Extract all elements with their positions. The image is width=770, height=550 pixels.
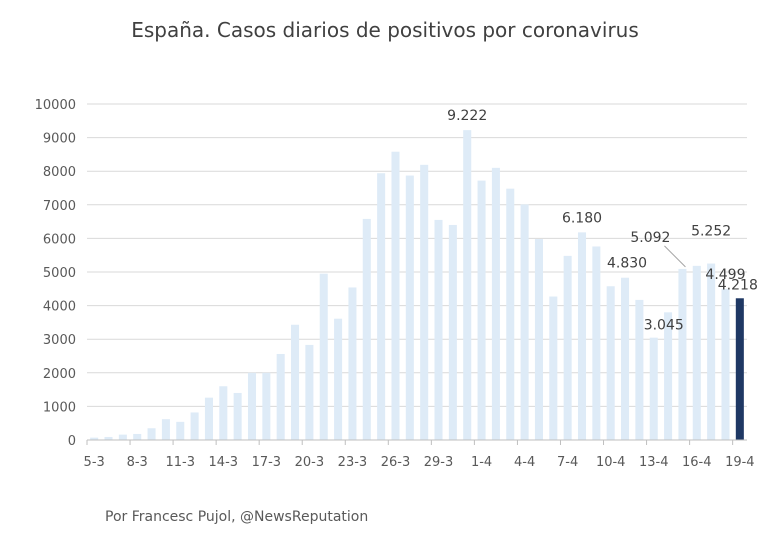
data-label: 4.499 <box>705 267 745 283</box>
bar <box>219 386 228 440</box>
y-tick-label: 0 <box>68 434 76 449</box>
bar <box>405 175 414 440</box>
y-tick-label: 2000 <box>43 367 76 382</box>
x-axis-ticks: 5-3 8-3 11-3 14-3 17-3 20-3 23-3 26-3 29-3 1-4 4-4… <box>84 455 755 470</box>
bar <box>176 421 185 440</box>
bar <box>161 419 170 440</box>
bar <box>692 265 701 440</box>
bar <box>362 218 371 440</box>
bar <box>606 286 615 440</box>
y-tick-label: 7000 <box>43 199 76 214</box>
x-tick-label: 23-3 <box>338 455 368 470</box>
chart-title: España. Casos diarios de positivos por c… <box>131 18 639 42</box>
bar <box>104 436 113 440</box>
y-tick-label: 5000 <box>43 266 76 281</box>
x-tick-label: 1-4 <box>471 455 492 470</box>
bar <box>592 246 601 440</box>
bar <box>635 299 644 440</box>
y-tick-label: 6000 <box>43 232 76 247</box>
x-tick-label: 8-3 <box>127 455 148 470</box>
bar <box>477 180 486 440</box>
bar <box>276 353 285 440</box>
bar <box>391 151 400 440</box>
bar <box>520 204 529 440</box>
y-tick-label: 4000 <box>43 300 76 315</box>
x-tick-label: 14-3 <box>209 455 239 470</box>
x-tick-label: 10-4 <box>596 455 626 470</box>
x-tick-label: 20-3 <box>295 455 325 470</box>
x-tick-label: 26-3 <box>381 455 411 470</box>
gridlines <box>87 103 747 407</box>
y-tick-label: 9000 <box>43 132 76 147</box>
bar <box>247 372 257 440</box>
x-tick-label: 4-4 <box>514 455 535 470</box>
x-tick-label: 13-4 <box>639 455 669 470</box>
bar <box>233 392 242 440</box>
y-tick-label: 10000 <box>35 98 76 113</box>
bar <box>262 372 271 440</box>
bar <box>506 188 515 440</box>
bars <box>90 130 744 441</box>
x-tick-label: 29-3 <box>424 455 454 470</box>
data-label: 3.045 <box>644 318 684 334</box>
x-tick-label: 17-3 <box>252 455 282 470</box>
bar <box>147 428 156 440</box>
bar <box>133 433 142 440</box>
bar <box>735 298 744 440</box>
bar <box>549 296 558 440</box>
bar <box>305 344 314 440</box>
bar <box>291 324 300 440</box>
y-tick-label: 8000 <box>43 165 76 180</box>
x-axis <box>86 439 747 445</box>
bar <box>377 173 386 440</box>
data-label: 4.830 <box>607 256 647 272</box>
x-tick-label: 7-4 <box>557 455 578 470</box>
bar <box>334 318 343 440</box>
bar <box>577 232 587 440</box>
bar <box>463 130 472 440</box>
bar <box>664 312 673 440</box>
data-label: 5.092 <box>630 230 670 246</box>
bar <box>491 167 500 440</box>
data-label: 5.252 <box>691 224 731 240</box>
bar <box>563 255 572 440</box>
data-label: 9.222 <box>447 108 487 124</box>
bar <box>721 288 730 440</box>
bar <box>204 397 213 440</box>
bar <box>678 268 687 440</box>
bar <box>190 412 199 440</box>
bar <box>90 437 99 440</box>
bar <box>649 337 658 440</box>
bar <box>348 287 357 440</box>
data-label: 4.218 <box>718 277 758 293</box>
leader-line <box>664 245 686 268</box>
bar <box>420 164 429 441</box>
credit-text: Por Francesc Pujol, @NewsReputation <box>105 509 369 525</box>
bar <box>118 434 127 440</box>
y-axis-ticks: 0 1000 2000 3000 4000 5000 6000 7000 8000 9000 100… <box>35 98 76 449</box>
x-tick-label: 5-3 <box>84 455 105 470</box>
data-label: 6.180 <box>562 210 602 226</box>
bar <box>534 239 543 440</box>
y-tick-label: 3000 <box>43 333 76 348</box>
bar <box>434 219 443 440</box>
bar <box>319 273 328 440</box>
x-tick-label: 16-4 <box>682 455 712 470</box>
x-tick-label: 11-3 <box>166 455 196 470</box>
y-tick-label: 1000 <box>43 400 76 415</box>
x-tick-label: 19-4 <box>725 455 755 470</box>
bar <box>448 224 457 440</box>
bar <box>707 263 716 440</box>
bar <box>621 277 630 440</box>
